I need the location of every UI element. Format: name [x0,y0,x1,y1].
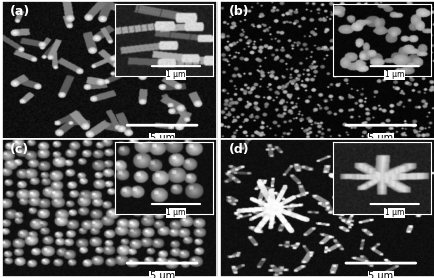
Text: (d): (d) [229,143,250,156]
Text: 5 μm: 5 μm [150,133,174,143]
Text: (a): (a) [10,5,30,18]
Text: 5 μm: 5 μm [150,271,174,278]
Text: 5 μm: 5 μm [368,133,393,143]
Text: 1 μm: 1 μm [166,70,186,80]
Text: 5 μm: 5 μm [368,271,393,278]
Text: (c): (c) [10,143,30,156]
Text: 1 μm: 1 μm [166,208,186,217]
Text: 1 μm: 1 μm [385,208,404,217]
Text: 1 μm: 1 μm [385,70,404,80]
Text: (b): (b) [229,5,250,18]
